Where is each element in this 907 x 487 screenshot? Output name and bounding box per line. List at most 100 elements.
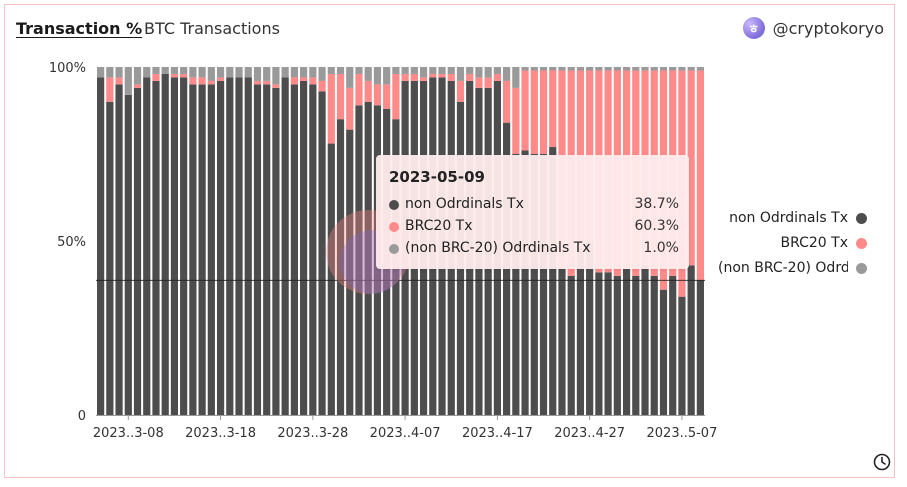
bar-segment-brc20 xyxy=(115,77,123,85)
bar-segment-non-ordinals xyxy=(198,84,206,416)
bar-segment-non-ordinals xyxy=(281,77,289,415)
bar-segment-brc20 xyxy=(475,77,483,88)
bar-segment-other-ordinals xyxy=(604,67,612,71)
bar-segment-other-ordinals xyxy=(373,67,382,85)
bar-segment-non-ordinals xyxy=(659,289,668,415)
bar-segment-other-ordinals xyxy=(493,67,501,74)
bar-segment-non-ordinals xyxy=(235,77,243,415)
bar-segment-non-ordinals xyxy=(152,80,160,416)
x-tick-label: 2023..3-28 xyxy=(277,426,348,441)
bar-segment-other-ordinals xyxy=(438,67,446,74)
bar-segment-other-ordinals xyxy=(106,67,114,78)
bar-segment-non-ordinals xyxy=(189,84,197,416)
bar-segment-other-ordinals xyxy=(161,67,169,74)
legend-dot-brc20 xyxy=(856,237,867,249)
bar-segment-non-ordinals xyxy=(133,87,142,415)
author-link[interactable]: ㅎ @cryptokoryo xyxy=(742,17,884,39)
bar-segment-non-ordinals xyxy=(244,77,252,415)
bar-segment-non-ordinals xyxy=(300,80,308,416)
bar-segment-non-ordinals xyxy=(309,84,317,416)
legend-item-other-ordinals[interactable]: (non BRC-20) Odrdinals Tx xyxy=(718,260,867,276)
y-tick-label: 0 xyxy=(78,409,86,424)
tooltip-label: non Odrdinals Tx xyxy=(405,196,524,212)
tooltip-label: (non BRC-20) Odrdinals Tx xyxy=(405,240,591,256)
bar-segment-other-ordinals xyxy=(567,67,575,71)
legend-label: non Odrdinals Tx xyxy=(729,210,848,226)
bar-segment-brc20 xyxy=(447,73,455,81)
tooltip-value: 1.0% xyxy=(643,240,679,256)
bar-segment-non-ordinals xyxy=(327,143,335,415)
x-tick-label: 2023..4-07 xyxy=(370,426,441,441)
bar-segment-other-ordinals xyxy=(419,67,428,78)
tooltip-label: BRC20 Tx xyxy=(405,218,473,234)
bar-segment-other-ordinals xyxy=(300,67,308,78)
bar-segment-brc20 xyxy=(152,73,160,81)
bar-segment-brc20 xyxy=(290,77,298,85)
bar-segment-other-ordinals xyxy=(447,67,455,74)
bar-segment-other-ordinals xyxy=(364,67,372,81)
bar-segment-other-ordinals xyxy=(641,67,649,71)
bar-segment-non-ordinals xyxy=(290,84,298,416)
tooltip-dot-non-ordinals xyxy=(389,200,399,210)
bar-segment-non-ordinals xyxy=(586,241,594,415)
bar-segment-other-ordinals xyxy=(613,67,621,71)
bar-segment-other-ordinals xyxy=(392,67,400,74)
chart-tooltip: 2023-05-09 non Odrdinals Tx 38.7% BRC20 … xyxy=(376,155,689,269)
bar-segment-non-ordinals xyxy=(604,272,612,415)
bar-segment-brc20 xyxy=(318,80,326,92)
author-name: @cryptokoryo xyxy=(772,18,884,38)
bar-segment-brc20 xyxy=(346,87,354,130)
bar-segment-brc20 xyxy=(336,73,345,120)
bar-segment-brc20 xyxy=(327,73,335,144)
bar-segment-non-ordinals xyxy=(216,80,225,416)
bar-segment-other-ordinals xyxy=(272,67,280,85)
bar-segment-brc20 xyxy=(429,73,437,78)
legend-item-non-ordinals[interactable]: non Odrdinals Tx xyxy=(729,210,867,226)
bar-segment-other-ordinals xyxy=(401,67,409,74)
legend-item-brc20[interactable]: BRC20 Tx xyxy=(780,235,867,251)
bar-segment-brc20 xyxy=(392,73,400,120)
bar-segment-other-ordinals xyxy=(586,67,594,71)
bar-segment-brc20 xyxy=(530,70,538,154)
bar-segment-other-ordinals xyxy=(309,67,317,78)
bar-segment-other-ordinals xyxy=(696,67,704,71)
x-tick-label: 2023..5-07 xyxy=(647,426,718,441)
bar-segment-brc20 xyxy=(401,73,409,81)
bar-segment-brc20 xyxy=(170,73,179,78)
tab-transaction-percent[interactable]: Transaction % xyxy=(16,19,143,38)
bar-segment-brc20 xyxy=(383,84,391,109)
bar-segment-other-ordinals xyxy=(226,67,234,78)
bar-segment-brc20 xyxy=(133,84,142,88)
x-tick-label: 2023..3-18 xyxy=(185,426,256,441)
bar-segment-other-ordinals xyxy=(650,67,658,71)
clock-icon[interactable] xyxy=(873,453,891,471)
bar-segment-other-ordinals xyxy=(152,67,160,74)
bar-segment-non-ordinals xyxy=(161,73,169,416)
bar-segment-non-ordinals xyxy=(355,105,363,415)
bar-segment-other-ordinals xyxy=(549,67,557,71)
bar-segment-other-ordinals xyxy=(189,67,197,78)
bar-segment-non-ordinals xyxy=(595,272,603,415)
bar-segment-other-ordinals xyxy=(383,67,391,85)
bar-segment-other-ordinals xyxy=(576,67,585,71)
bar-segment-other-ordinals xyxy=(133,67,142,85)
bar-segment-brc20 xyxy=(373,84,382,106)
bar-segment-non-ordinals xyxy=(170,77,179,415)
bar-segment-other-ordinals xyxy=(124,67,132,95)
bar-segment-brc20 xyxy=(539,70,548,154)
bar-segment-brc20 xyxy=(216,77,225,81)
bar-segment-other-ordinals xyxy=(466,67,474,74)
bar-segment-other-ordinals xyxy=(687,67,695,71)
bar-segment-other-ordinals xyxy=(669,67,677,71)
x-tick-label: 2023..4-17 xyxy=(462,426,533,441)
bar-segment-non-ordinals xyxy=(226,77,234,415)
bar-segment-brc20 xyxy=(466,73,474,81)
bar-segment-other-ordinals xyxy=(115,67,123,78)
bar-segment-brc20 xyxy=(300,77,308,81)
bar-segment-other-ordinals xyxy=(456,67,465,81)
bar-segment-brc20 xyxy=(198,77,206,85)
bar-segment-non-ordinals xyxy=(207,84,215,416)
bar-segment-non-ordinals xyxy=(558,268,566,415)
bar-segment-brc20 xyxy=(696,70,704,281)
bar-segment-brc20 xyxy=(253,80,262,85)
